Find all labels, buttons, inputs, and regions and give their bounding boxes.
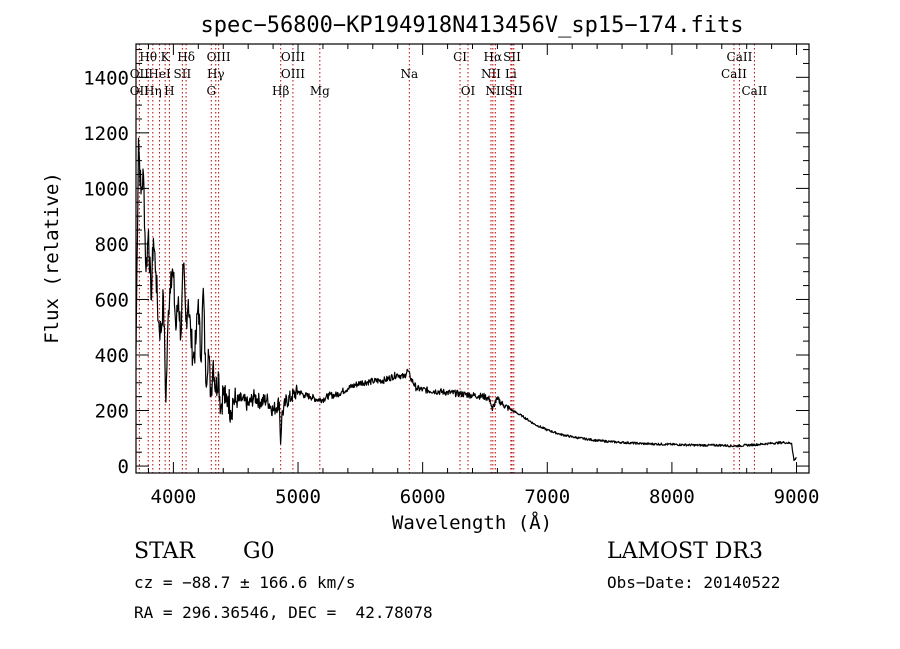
spectral-line-label: Hθ [139, 50, 157, 64]
spectral-line-label: SII [174, 67, 192, 81]
y-tick-label: 0 [118, 456, 129, 478]
spectral-line-label: Hη [144, 84, 162, 98]
y-tick-label: 200 [95, 401, 129, 423]
spectral-line-label: Hα [484, 50, 503, 64]
object-class: STAR [134, 539, 195, 564]
spectral-line-label: Hγ [207, 67, 225, 81]
x-tick-label: 6000 [400, 486, 446, 508]
object-subclass: G0 [243, 539, 275, 564]
chart-title: spec−56800−KP194918N413456V_sp15−174.fit… [200, 13, 743, 38]
spectral-line-label: K [161, 50, 171, 64]
spectral-line-label: NII [485, 84, 505, 98]
redshift-velocity: cz = −88.7 ± 166.6 km/s [134, 573, 356, 592]
plot-frame [135, 43, 810, 474]
spectral-line-label: Na [400, 67, 418, 81]
spectral-line-label: OI [461, 84, 476, 98]
spectral-line-label: G [206, 84, 216, 98]
y-tick-label: 1200 [83, 123, 129, 145]
spectral-line-label: CI [453, 50, 467, 64]
spectral-line-label: OIII [281, 50, 305, 64]
x-tick-label: 7000 [524, 486, 570, 508]
y-axis-title: Flux (relative) [41, 172, 63, 344]
spectral-line-label: SII [503, 50, 521, 64]
spectral-line-label: Hβ [272, 84, 289, 98]
spectral-line-label: NII [481, 67, 501, 81]
spectral-line-label: Mg [310, 84, 330, 98]
spectral-line-label: CaII [727, 50, 753, 64]
survey-name: LAMOST DR3 [607, 539, 763, 564]
spectral-line-label: CaII [741, 84, 767, 98]
y-tick-label: 800 [95, 234, 129, 256]
spectral-line-label: OII [130, 67, 150, 81]
observation-date: Obs−Date: 20140522 [607, 573, 781, 592]
x-tick-label: 9000 [774, 486, 820, 508]
spectral-line-label: CaII [721, 67, 747, 81]
x-tick-label: 5000 [275, 486, 321, 508]
y-tick-label: 600 [95, 289, 129, 311]
spectral-line-label: HeI [148, 67, 171, 81]
spectral-line-label: Li [505, 67, 517, 81]
x-axis-title: Wavelength (Å) [392, 511, 552, 534]
spectral-line-label: OIII [207, 50, 231, 64]
spectral-line-label: Hδ [177, 50, 195, 64]
x-tick-label: 4000 [151, 486, 197, 508]
flux-series-line [135, 137, 797, 462]
y-tick-label: 1400 [83, 67, 129, 89]
y-tick-label: 400 [95, 345, 129, 367]
y-tick-label: 1000 [83, 178, 129, 200]
x-tick-label: 8000 [649, 486, 695, 508]
spectral-line-label: SII [505, 84, 523, 98]
coordinates: RA = 296.36546, DEC = 42.78078 [134, 603, 433, 622]
spectral-line-label: H [164, 84, 174, 98]
spectral-lines [138, 44, 755, 473]
axis-ticks: 4000 5000 6000 7000 8000 9000 0 200 400 600 800 100… [83, 44, 819, 508]
spectral-line-label: OIII [281, 67, 305, 81]
